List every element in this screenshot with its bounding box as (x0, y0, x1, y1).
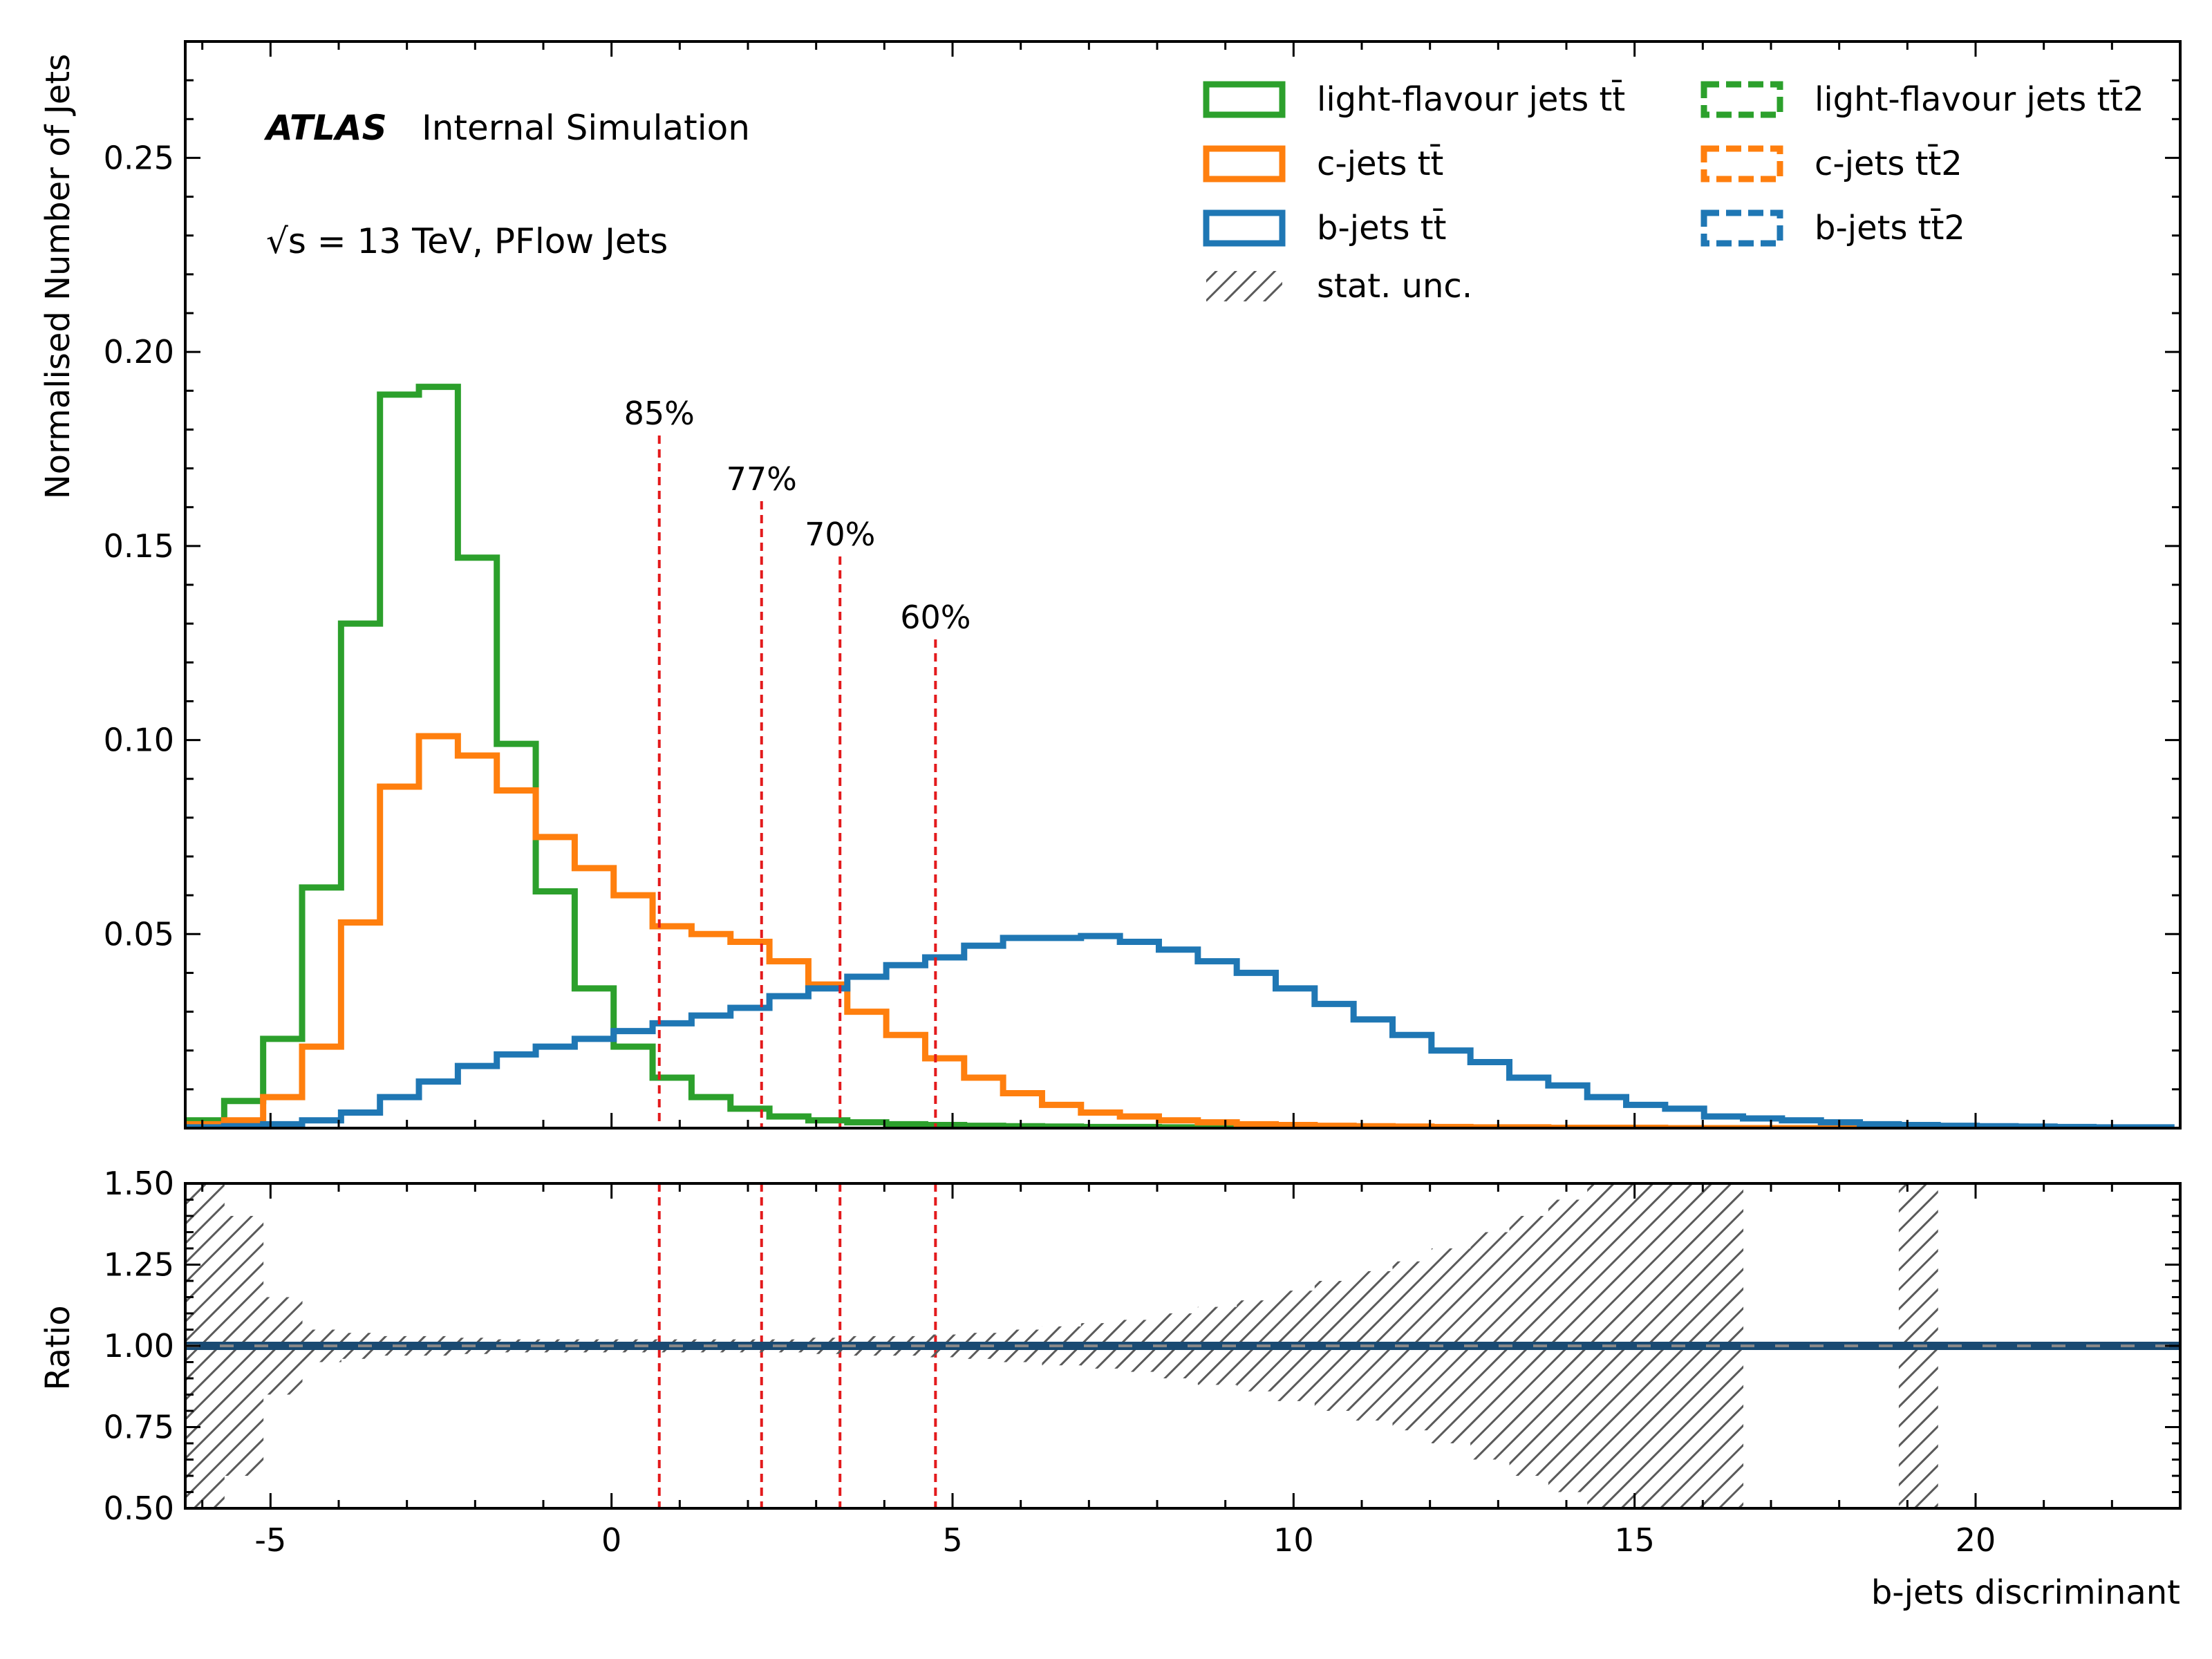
energy-label: √s = 13 TeV, PFlow Jets (266, 221, 668, 261)
x-tick-label: 5 (942, 1521, 962, 1559)
legend-swatch (1700, 81, 1783, 118)
legend-label: c-jets tt̄ (1317, 144, 1443, 183)
x-tick-label: 15 (1614, 1521, 1655, 1559)
hist-cjets-ttbar (185, 733, 2172, 1128)
atlas-label: ATLAS (263, 108, 387, 148)
wp-label-77: 77% (727, 460, 797, 498)
x-axis-label: b-jets discriminant (1871, 1573, 2180, 1612)
ratio-y-axis-label: Ratio (39, 1305, 77, 1390)
main-panel-frame (184, 40, 2182, 1130)
x-tick-label: 10 (1273, 1521, 1314, 1559)
ratio-y-tick-label: 0.50 (104, 1490, 174, 1527)
legend: light-flavour jets tt̄ c-jets tt̄ b-jets t… (1203, 79, 2144, 306)
legend-hatch-swatch (1206, 271, 1282, 301)
legend-swatch (1203, 209, 1286, 247)
y-tick-label: 0.10 (104, 722, 174, 759)
legend-label: b-jets tt̄2 (1815, 208, 1965, 247)
wp-label-70: 70% (805, 516, 875, 553)
legend-label: c-jets tt̄2 (1815, 144, 1962, 183)
legend-label: light-flavour jets tt̄ (1317, 79, 1625, 119)
x-tick-label: 0 (601, 1521, 621, 1559)
legend-swatch (1700, 209, 1783, 247)
hist-lightflavour-ttbar (185, 384, 2172, 1128)
hist-cjets-ttbar2 (185, 735, 2172, 1128)
legend-label: light-flavour jets tt̄2 (1815, 79, 2144, 119)
wp-label-85: 85% (624, 395, 695, 432)
hist-bjets-ttbar (185, 932, 2175, 1128)
legend-swatch (1203, 145, 1286, 182)
hist-bjets-ttbar2 (185, 935, 2173, 1128)
ratio-y-tick-label: 1.50 (104, 1165, 174, 1202)
x-tick-label: 20 (1956, 1521, 1996, 1559)
legend-label: b-jets tt̄ (1317, 208, 1446, 247)
y-tick-label: 0.20 (104, 333, 174, 371)
ratio-y-tick-label: 1.25 (104, 1246, 174, 1284)
x-tick-label: -5 (254, 1521, 286, 1559)
y-tick-label: 0.05 (104, 915, 174, 953)
ratio-y-tick-label: 0.75 (104, 1409, 174, 1446)
y-tick-label: 0.15 (104, 527, 174, 565)
legend-swatch (1203, 81, 1286, 118)
y-axis-label: Normalised Number of Jets (39, 54, 77, 499)
legend-stat-unc-label: stat. unc. (1317, 267, 1472, 306)
wp-label-60: 60% (900, 599, 971, 636)
atlas-sublabel: Internal Simulation (422, 108, 750, 148)
y-tick-label: 0.25 (104, 139, 174, 176)
ratio-y-tick-label: 1.00 (104, 1327, 174, 1365)
legend-swatch (1700, 145, 1783, 182)
